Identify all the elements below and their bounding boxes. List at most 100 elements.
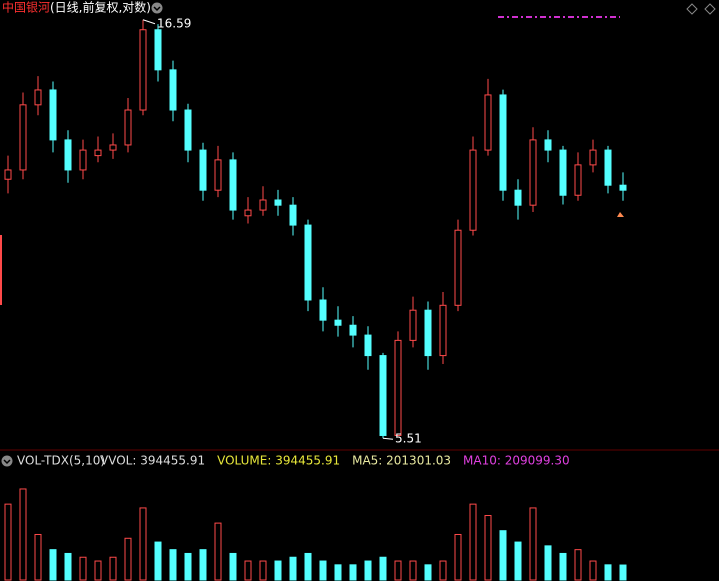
- chart-mode: (日线,前复权,对数): [50, 0, 151, 15]
- volume-bar: [364, 560, 372, 581]
- candle-body: [229, 159, 237, 211]
- candle-body: [49, 89, 57, 141]
- diamond-icon[interactable]: [686, 3, 698, 15]
- candle-body: [79, 149, 87, 171]
- candle-body: [34, 89, 42, 106]
- candle-body: [379, 355, 387, 436]
- volume-bar: [559, 552, 567, 581]
- candle-body: [559, 149, 567, 196]
- volume-bar: [319, 560, 327, 581]
- volume-bar: [49, 549, 57, 581]
- volume-bar: [64, 552, 72, 581]
- dropdown-button[interactable]: [1, 455, 13, 467]
- volume-bar: [499, 530, 507, 581]
- volume-bar: [409, 560, 417, 581]
- volume-bar: [34, 533, 42, 581]
- volume-bar: [109, 556, 117, 581]
- volume-bar: [139, 507, 147, 581]
- candle-body: [334, 319, 342, 326]
- volume-bar: [229, 552, 237, 581]
- volume-bar: [544, 545, 552, 581]
- candle-body: [469, 149, 477, 231]
- min-label: 5.51: [395, 432, 422, 446]
- stock-name: 中国银河: [2, 0, 50, 15]
- diamond-icon[interactable]: [704, 3, 716, 15]
- volume-bar: [244, 560, 252, 581]
- candle-body: [439, 304, 447, 357]
- volume-bar: [124, 537, 132, 581]
- candle-body: [109, 144, 117, 151]
- candle-body: [184, 109, 192, 151]
- candle-body: [589, 149, 597, 166]
- legend-entry: MA5: 201301.03: [352, 454, 451, 468]
- candle-body: [289, 204, 297, 226]
- volume-bar: [259, 560, 267, 581]
- volume-bar: [94, 560, 102, 581]
- volume-bar: [394, 560, 402, 581]
- legend-entry: MA10: 209099.30: [463, 454, 570, 468]
- volume-bar: [619, 564, 627, 581]
- candle-body: [409, 309, 417, 341]
- volume-bar: [154, 541, 162, 581]
- legend-entry: VOLUME: 394455.91: [217, 454, 340, 468]
- volume-bar: [439, 560, 447, 581]
- volume-bar: [274, 560, 282, 581]
- volume-bar: [79, 556, 87, 581]
- volume-bar: [454, 533, 462, 581]
- candle-body: [199, 149, 207, 191]
- candle-body: [499, 94, 507, 191]
- candle-body: [514, 189, 522, 206]
- candle-body: [424, 309, 432, 357]
- dropdown-icon: [3, 459, 11, 465]
- candle-body: [64, 139, 72, 171]
- volume-bar: [349, 564, 357, 581]
- volume-bar: [304, 552, 312, 581]
- candle-body: [364, 334, 372, 357]
- volume-bar: [334, 564, 342, 581]
- candle-body: [574, 164, 582, 196]
- volume-bar: [199, 549, 207, 581]
- candle-body: [604, 149, 612, 186]
- candle-body: [139, 29, 147, 111]
- candle-body: [94, 149, 102, 157]
- candle-body: [244, 209, 252, 217]
- dropdown-icon: [153, 6, 161, 12]
- volume-bar: [574, 549, 582, 581]
- volume-bar: [589, 560, 597, 581]
- volume-bar: [4, 503, 12, 581]
- candle-body: [454, 229, 462, 306]
- legend-entry: VVOL: 394455.91: [100, 454, 205, 468]
- volume-bar: [514, 541, 522, 581]
- volume-bar: [289, 556, 297, 581]
- candle-body: [274, 199, 282, 206]
- volume-panel-title: VOL-TDX(5,10): [17, 454, 105, 468]
- candle-body: [154, 29, 162, 71]
- dropdown-button[interactable]: [151, 2, 163, 14]
- candle-body: [319, 299, 327, 321]
- volume-bar: [469, 503, 477, 581]
- candle-body: [484, 94, 492, 151]
- candle-body: [259, 199, 267, 211]
- volume-bar: [19, 488, 27, 581]
- max-pointer: [142, 19, 156, 25]
- volume-bar: [484, 515, 492, 581]
- volume-bar: [424, 564, 432, 581]
- volume-bar: [214, 522, 222, 581]
- candle-body: [304, 224, 312, 301]
- volume-bar: [529, 507, 537, 581]
- candle-body: [619, 184, 627, 191]
- volume-bar: [379, 556, 387, 581]
- candle-body: [544, 139, 552, 151]
- candle-body: [169, 69, 177, 111]
- candle-body: [4, 169, 12, 180]
- max-label: 16.59: [157, 16, 191, 30]
- candle-body: [214, 159, 222, 191]
- min-pointer: [382, 437, 394, 440]
- current-marker: [617, 212, 624, 217]
- candle-body: [394, 339, 402, 436]
- candle-body: [19, 104, 27, 171]
- volume-bar: [604, 564, 612, 581]
